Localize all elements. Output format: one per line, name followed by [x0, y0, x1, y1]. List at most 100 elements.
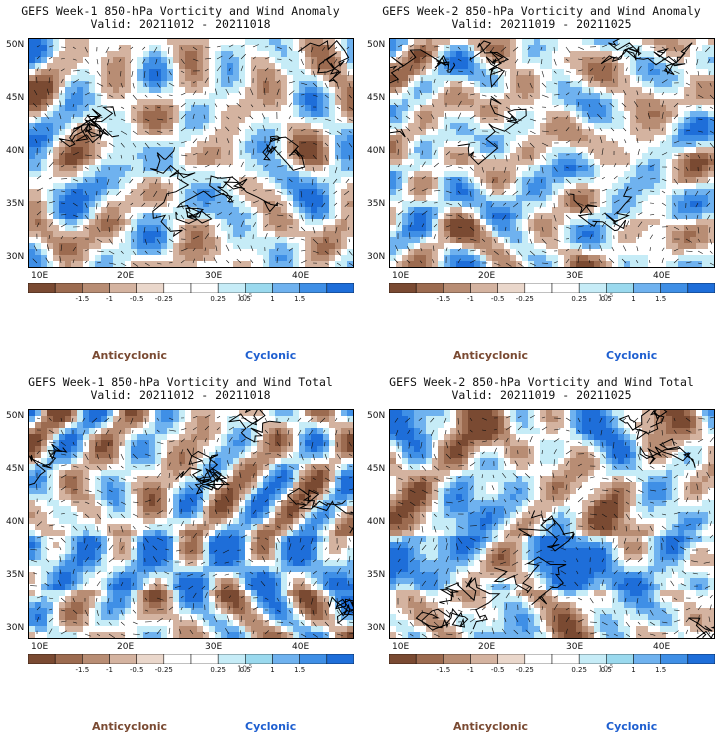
wind-vector [601, 148, 604, 156]
vorticity-cell [594, 171, 601, 178]
vorticity-cell [65, 183, 72, 190]
vorticity-cell [161, 75, 168, 82]
vorticity-cell [672, 201, 679, 208]
vorticity-cell [239, 81, 246, 88]
wind-vector [529, 130, 536, 135]
vorticity-cell [95, 201, 102, 208]
vorticity-cell [149, 57, 156, 64]
vorticity-cell [143, 75, 150, 82]
vorticity-cell [257, 153, 264, 160]
vorticity-cell [281, 81, 288, 88]
vorticity-cell [293, 153, 300, 160]
vorticity-cell [341, 255, 348, 262]
wind-vector [344, 202, 350, 207]
vorticity-cell [317, 75, 324, 82]
wind-vector [613, 175, 618, 180]
vorticity-cell [528, 255, 535, 262]
vorticity-cell [516, 243, 523, 250]
wind-vector [261, 113, 266, 120]
vorticity-cell [504, 63, 511, 70]
vorticity-cell [71, 249, 78, 256]
lat-label: 50N [6, 40, 25, 50]
wind-vector [120, 106, 125, 109]
vorticity-cell [546, 87, 553, 94]
vorticity-cell [588, 69, 595, 76]
vorticity-cell [77, 201, 84, 208]
vorticity-cell [227, 105, 234, 112]
lat-label: 45N [6, 93, 25, 103]
vorticity-cell [161, 147, 168, 154]
vorticity-cell [666, 255, 673, 262]
vorticity-cell [504, 213, 511, 220]
vorticity-cell [95, 117, 102, 124]
vorticity-cell [420, 177, 427, 184]
vorticity-cell [269, 231, 276, 238]
vorticity-cell [131, 63, 138, 70]
vorticity-cell [113, 135, 120, 142]
vorticity-cell [606, 231, 613, 238]
wind-vector [132, 238, 134, 243]
vorticity-cell [221, 129, 228, 136]
vorticity-cell [480, 255, 487, 262]
wind-vector [84, 113, 90, 120]
vorticity-cell [420, 201, 427, 208]
vorticity-cell [305, 153, 312, 160]
vorticity-cell [53, 135, 60, 142]
vorticity-cell [173, 111, 180, 118]
wind-vector [84, 58, 90, 64]
vorticity-cell [396, 57, 403, 64]
vorticity-cell [227, 249, 234, 256]
vorticity-cell [630, 81, 637, 88]
vorticity-cell [251, 189, 258, 196]
wind-vector [541, 142, 549, 147]
wind-vector [156, 106, 161, 109]
wind-vector [685, 70, 689, 74]
vorticity-cell [510, 39, 517, 46]
vorticity-cell [522, 153, 529, 160]
vorticity-cell [329, 93, 336, 100]
vorticity-cell [239, 93, 246, 100]
wind-vector [238, 139, 242, 144]
vorticity-cell [684, 225, 691, 232]
vorticity-cell [654, 177, 661, 184]
vorticity-cell [684, 105, 691, 112]
vorticity-cell [570, 135, 577, 142]
vorticity-cell [414, 93, 421, 100]
vorticity-cell [528, 213, 535, 220]
vorticity-cell [185, 195, 192, 202]
vorticity-cell [191, 51, 198, 58]
vorticity-cell [402, 255, 409, 262]
vorticity-cell [396, 159, 403, 166]
vorticity-cell [618, 87, 625, 94]
vorticity-cell [546, 135, 553, 142]
vorticity-cell [534, 75, 541, 82]
vorticity-cell [53, 201, 60, 208]
wind-vector [577, 166, 582, 168]
vorticity-cell [185, 111, 192, 118]
vorticity-cell [347, 243, 353, 250]
vorticity-cell [438, 147, 445, 154]
vorticity-cell [311, 183, 318, 190]
wind-vector [300, 166, 304, 170]
vorticity-cell [660, 195, 667, 202]
vorticity-cell [287, 165, 294, 172]
vorticity-cell [612, 231, 619, 238]
vorticity-cell [564, 105, 571, 112]
vorticity-cell [672, 141, 679, 148]
colorbar-swatch [163, 283, 192, 293]
vorticity-cell [269, 165, 276, 172]
vorticity-cell [390, 195, 397, 202]
wind-vector [407, 137, 411, 144]
vorticity-cell [648, 219, 655, 226]
wind-vector [517, 118, 522, 122]
vorticity-cell [95, 183, 102, 190]
vorticity-cell [77, 147, 84, 154]
vorticity-cell [311, 255, 318, 262]
vorticity-cell [323, 261, 330, 267]
vorticity-cell [71, 219, 78, 226]
vorticity-cell [624, 201, 631, 208]
vorticity-cell [95, 195, 102, 202]
vorticity-cell [221, 207, 228, 214]
wind-vector [180, 58, 185, 64]
vorticity-cell [71, 105, 78, 112]
